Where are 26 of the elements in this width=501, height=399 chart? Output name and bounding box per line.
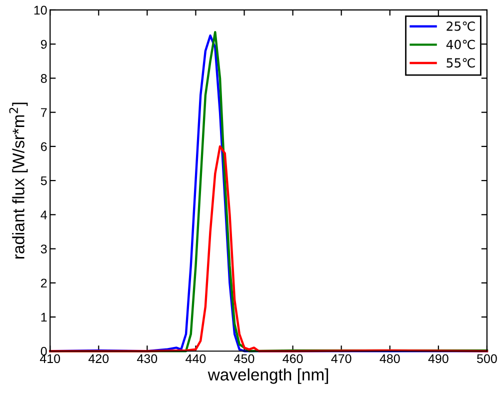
- x-tick-label: 460: [282, 354, 303, 364]
- y-tick-label: 9: [40, 40, 47, 49]
- x-axis-title: wavelength [nm]: [208, 368, 328, 384]
- y-tick-label: 2: [41, 278, 47, 288]
- x-tick-label: 500: [477, 354, 497, 364]
- y-tick-label: 1: [41, 312, 47, 322]
- x-tick-label: 450: [234, 354, 254, 364]
- y-tick-label: 4: [40, 210, 47, 220]
- y-tick-label: 7: [41, 108, 47, 117]
- y-tick-label: 0: [40, 346, 47, 356]
- x-tick-label: 490: [428, 354, 448, 364]
- x-tick-label: 410: [40, 354, 60, 364]
- x-tick-label: 420: [88, 354, 109, 364]
- y-tick-label: 5: [40, 176, 47, 186]
- y-tick-label: 3: [40, 244, 47, 254]
- y-tick-label: 8: [40, 74, 47, 83]
- legend-label: 25℃: [446, 21, 475, 31]
- y-tick-label: 10: [34, 6, 47, 15]
- y-tick-label: 6: [41, 142, 47, 152]
- x-tick-label: 480: [380, 354, 400, 364]
- y-axis-title: radiant flux [W/sr*m$^{2}$]: [9, 102, 28, 259]
- legend-label: 55℃: [446, 58, 475, 68]
- x-tick-label: 430: [137, 354, 158, 364]
- x-tick-label: 440: [186, 354, 206, 364]
- legend-label: 40℃: [446, 40, 475, 50]
- x-tick-label: 470: [331, 354, 352, 364]
